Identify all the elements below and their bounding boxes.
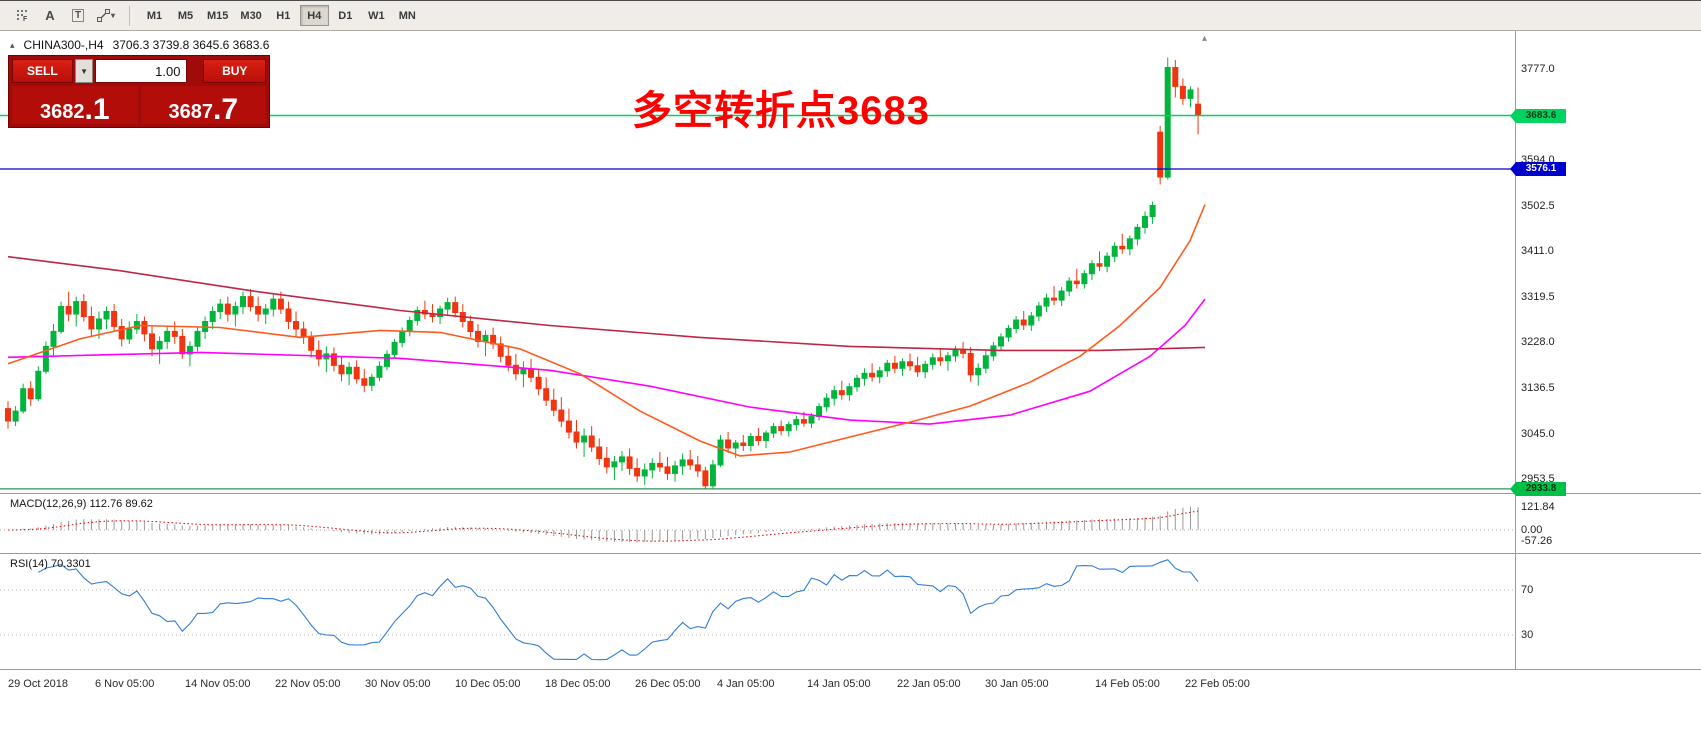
- time-axis-label: 30 Nov 05:00: [365, 678, 431, 690]
- timeframe-d1[interactable]: D1: [331, 5, 360, 26]
- chevron-down-icon: ▼: [80, 66, 89, 76]
- timeframe-h4[interactable]: H4: [299, 5, 329, 26]
- letter-t-icon: T: [71, 9, 85, 22]
- price-tag-arrow-icon: [1510, 162, 1516, 176]
- trade-prices-row: 3682 .1 3687 .7: [12, 86, 266, 124]
- buy-price-main: 3687: [168, 101, 213, 123]
- timeframe-h1[interactable]: H1: [269, 5, 298, 26]
- buy-button[interactable]: BUY: [203, 59, 266, 83]
- price-axis-separator: [1515, 31, 1516, 670]
- sell-price-display: 3682 .1: [12, 86, 138, 124]
- timeframe-m15[interactable]: M15: [202, 5, 233, 26]
- points-grid-icon: F: [16, 9, 28, 23]
- panel-separator: [0, 669, 1701, 670]
- time-axis-label: 22 Jan 05:00: [897, 678, 961, 690]
- main-chart-panel: ▴ CHINA300-,H4 3706.3 3739.8 3645.6 3683…: [0, 31, 1701, 496]
- text-annotation-tool-button[interactable]: A: [37, 5, 63, 27]
- svg-text:F: F: [23, 16, 28, 23]
- timeframe-m5[interactable]: M5: [171, 5, 200, 26]
- toolbar: F A T ▾ M1 M5 M15 M30 H1 H4 D1 W1 MN: [0, 1, 1701, 31]
- timeframe-m30[interactable]: M30: [235, 5, 266, 26]
- symbol-label: CHINA300-,H4: [23, 38, 104, 52]
- chart-annotation: 多空转折点3683: [632, 89, 930, 133]
- price-axis-label: 3502.5: [1521, 200, 1555, 212]
- macd-svg: [0, 506, 1515, 543]
- chart-shift-marker[interactable]: ▴: [1202, 33, 1208, 44]
- sell-button[interactable]: SELL: [12, 59, 73, 83]
- chart-area: ▴ CHINA300-,H4 3706.3 3739.8 3645.6 3683…: [0, 31, 1701, 756]
- ma-medium: [7, 298, 1206, 425]
- toolbar-separator: [129, 5, 130, 26]
- collapse-arrow-icon[interactable]: ▴: [10, 39, 15, 50]
- rsi-line: [38, 559, 1199, 661]
- price-tag-3576.1: 3576.1: [1510, 162, 1566, 176]
- rsi-axis-label: 70: [1521, 584, 1534, 596]
- price-tag-arrow-icon: [1510, 482, 1516, 496]
- price-tag-3683.6: 3683.6: [1510, 109, 1566, 123]
- trade-controls-row: SELL ▼ BUY: [12, 59, 266, 83]
- price-tag-2933.8: 2933.8: [1510, 482, 1566, 496]
- sell-price-main: 3682: [39, 101, 85, 123]
- rsi-axis-label: 30: [1521, 629, 1534, 641]
- time-axis-label: 6 Nov 05:00: [95, 678, 155, 690]
- one-click-trade-panel: SELL ▼ BUY 3682 .1 3687 .7: [8, 55, 270, 128]
- price-axis-label: 3228.0: [1521, 336, 1555, 348]
- rsi-label: RSI(14) 70.3301: [10, 558, 91, 570]
- candlesticks: [5, 57, 1202, 489]
- chart-header: ▴ CHINA300-,H4 3706.3 3739.8 3645.6 3683…: [10, 38, 269, 52]
- points-grid-tool-button[interactable]: F: [9, 5, 35, 27]
- time-axis: 29 Oct 2018 6 Nov 05:00 14 Nov 05:00 22 Nov…: [0, 670, 1701, 756]
- macd-panel: MACD(12,26,9) 112.76 89.62 121.84 0.00 -57…: [0, 494, 1701, 553]
- price-tag-arrow-icon: [1510, 109, 1516, 123]
- time-axis-label: 10 Dec 05:00: [455, 678, 521, 690]
- panel-separator[interactable]: [0, 553, 1701, 554]
- macd-histogram: [15, 506, 1199, 543]
- ma-fast: [7, 204, 1206, 457]
- timeframe-mn[interactable]: MN: [393, 5, 422, 26]
- buy-price-display: 3687 .7: [140, 86, 266, 126]
- time-axis-label: 22 Nov 05:00: [275, 678, 341, 690]
- price-axis-label: 3045.0: [1521, 428, 1555, 440]
- macd-axis-label: -57.26: [1521, 535, 1553, 547]
- time-axis-label: 18 Dec 05:00: [545, 678, 611, 690]
- main-chart-svg[interactable]: [0, 31, 1701, 493]
- macd-signal-line: [7, 510, 1199, 542]
- volume-dropdown-button[interactable]: ▼: [74, 59, 94, 83]
- time-axis-label: 30 Jan 05:00: [985, 678, 1049, 690]
- text-label-tool-button[interactable]: T: [65, 5, 91, 27]
- macd-axis-label: 121.84: [1521, 501, 1555, 513]
- volume-input[interactable]: [95, 59, 188, 83]
- price-axis-label: 3411.0: [1521, 245, 1554, 257]
- price-axis-label: 3319.5: [1521, 291, 1555, 303]
- buy-price-pips: .7: [212, 92, 239, 126]
- timeframe-m1[interactable]: M1: [140, 5, 169, 26]
- timeframe-w1[interactable]: W1: [362, 5, 391, 26]
- rsi-svg: [0, 559, 1515, 661]
- time-axis-label: 29 Oct 2018: [8, 678, 68, 690]
- trendline-tool-icon: [96, 9, 110, 22]
- macd-axis-label: 0.00: [1521, 524, 1543, 536]
- time-axis-label: 14 Nov 05:00: [185, 678, 251, 690]
- chevron-down-icon: ▾: [110, 11, 115, 20]
- rsi-panel: RSI(14) 70.3301 70 30: [0, 554, 1701, 669]
- macd-label: MACD(12,26,9) 112.76 89.62: [10, 498, 153, 510]
- ma-slow: [7, 255, 1206, 352]
- panel-separator[interactable]: [0, 493, 1701, 494]
- price-axis-label: 3136.5: [1521, 382, 1555, 394]
- time-axis-label: 14 Jan 05:00: [807, 678, 871, 690]
- time-axis-label: 4 Jan 05:00: [717, 678, 775, 690]
- sell-price-pips: .1: [84, 92, 110, 126]
- timeframe-group: M1 M5 M15 M30 H1 H4 D1 W1 MN: [139, 5, 423, 26]
- time-axis-label: 26 Dec 05:00: [635, 678, 701, 690]
- draw-tools-button[interactable]: ▾: [93, 5, 119, 27]
- price-axis-label: 3777.0: [1521, 63, 1555, 75]
- letter-a-icon: A: [45, 8, 55, 23]
- ohlc-values: 3706.3 3739.8 3645.6 3683.6: [112, 38, 270, 52]
- time-axis-label: 22 Feb 05:00: [1185, 678, 1250, 690]
- time-axis-label: 14 Feb 05:00: [1095, 678, 1160, 690]
